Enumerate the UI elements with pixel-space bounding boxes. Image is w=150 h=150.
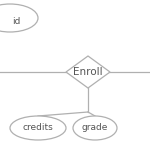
Text: Enroll: Enroll xyxy=(73,67,103,77)
Ellipse shape xyxy=(73,116,117,140)
Polygon shape xyxy=(66,56,110,88)
Text: id: id xyxy=(12,16,20,26)
Text: credits: credits xyxy=(23,123,53,132)
Ellipse shape xyxy=(0,4,38,32)
Ellipse shape xyxy=(10,116,66,140)
Text: grade: grade xyxy=(82,123,108,132)
